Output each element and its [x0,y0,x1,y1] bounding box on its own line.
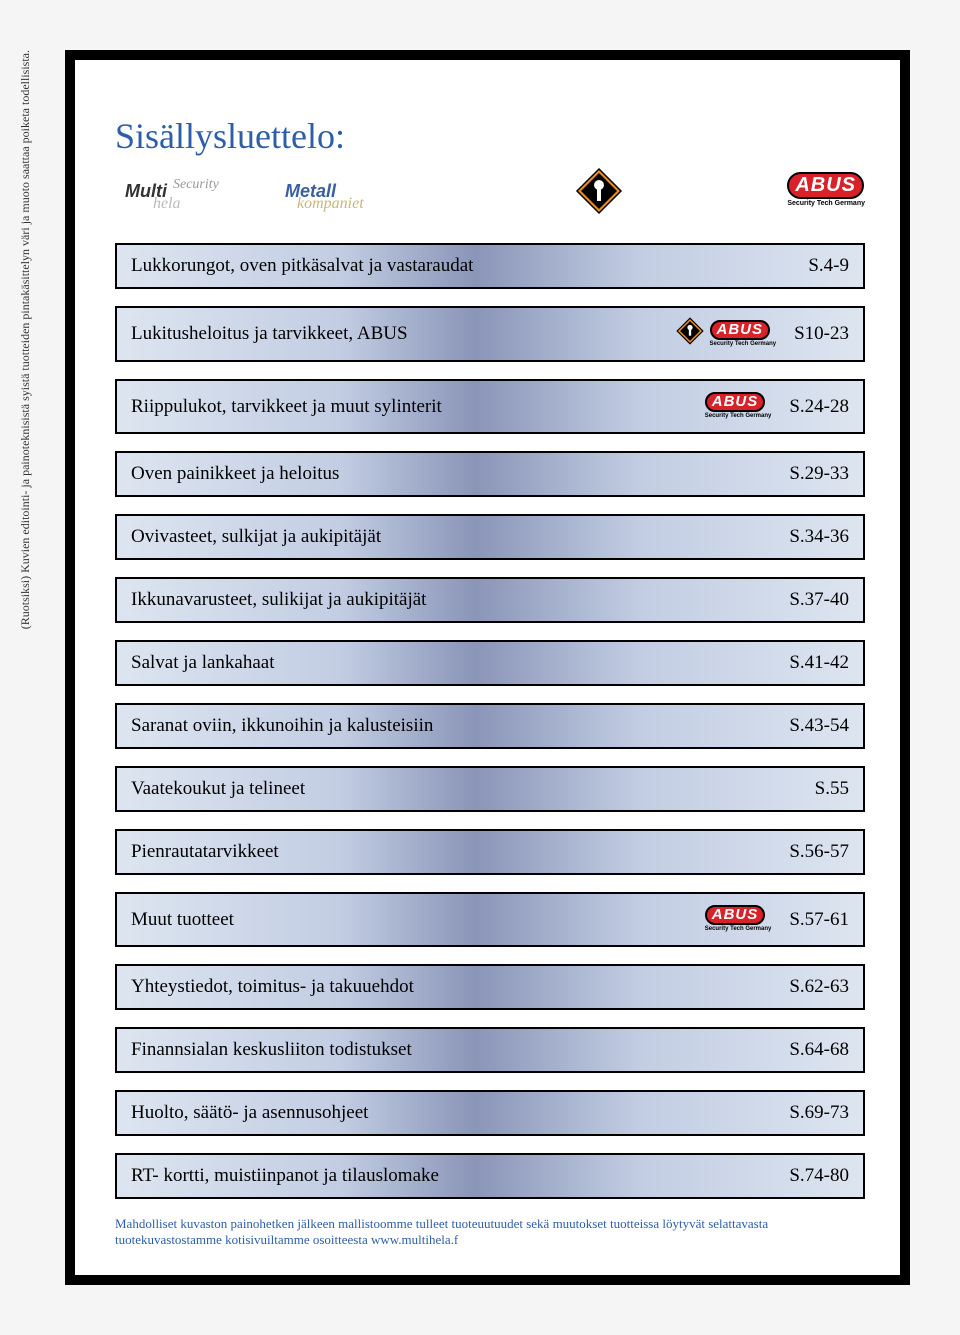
abus-logo-small: ABUS Security Tech Germany [710,318,777,347]
toc-page: S.43-54 [789,715,849,737]
toc-label: Riippulukot, tarvikkeet ja muut sylinter… [131,396,705,418]
toc-page: S.69-73 [789,1102,849,1124]
toc-page: S.37-40 [789,589,849,611]
diamond-icon [676,317,704,351]
diamond-icon [575,167,623,215]
toc-row: Ikkunavarusteet, sulikijat ja aukipitäjä… [115,577,865,623]
toc-page: S.74-80 [789,1165,849,1187]
toc-page: S.34-36 [789,526,849,548]
abus-pill: ABUS [710,320,771,340]
abus-pill: ABUS [705,905,766,925]
toc-page: S.64-68 [789,1039,849,1061]
toc-label: Muut tuotteet [131,909,705,931]
toc-page: S10-23 [794,323,849,345]
toc-page: S.41-42 [789,652,849,674]
toc-row: Finannsialan keskusliiton todistuksetS.6… [115,1027,865,1073]
toc-row: Riippulukot, tarvikkeet ja muut sylinter… [115,379,865,434]
toc-row: RT- kortti, muistiinpanot ja tilauslomak… [115,1153,865,1199]
toc-page: S.24-28 [789,396,849,418]
toc-row: Oven painikkeet ja heloitusS.29-33 [115,451,865,497]
toc-label: Saranat oviin, ikkunoihin ja kalusteisii… [131,715,789,737]
abus-pill: ABUS [705,392,766,412]
page-title: Sisällysluettelo: [115,115,865,157]
abus-subtitle: Security Tech Germany [787,200,865,207]
multihela-logo: Multi Security hela [125,181,235,202]
toc-icons: ABUS Security Tech Germany [705,390,772,423]
abus-subtitle: Security Tech Germany [710,341,777,347]
toc-page: S.57-61 [789,909,849,931]
abus-icon: ABUS Security Tech Germany [705,903,772,936]
toc-icons: ABUS Security Tech Germany [676,317,777,351]
abus-logo-small: ABUS Security Tech Germany [705,903,772,932]
toc-row: Yhteystiedot, toimitus- ja takuuehdotS.6… [115,964,865,1010]
toc-page: S.55 [815,778,849,800]
toc-row: PienrautatarvikkeetS.56-57 [115,829,865,875]
toc-icons: ABUS Security Tech Germany [705,903,772,936]
document-page: Sisällysluettelo: Multi Security hela Me… [65,50,910,1285]
toc-label: Finannsialan keskusliiton todistukset [131,1039,789,1061]
toc-label: Lukkorungot, oven pitkäsalvat ja vastara… [131,255,808,277]
metall-logo: Metall kompaniet [285,181,435,202]
footer-note: Mahdolliset kuvaston painohetken jälkeen… [115,1216,865,1249]
toc-label: Vaatekoukut ja telineet [131,778,815,800]
abus-icon: ABUS Security Tech Germany [705,390,772,423]
toc-label: Huolto, säätö- ja asennusohjeet [131,1102,789,1124]
toc-label: Pienrautatarvikkeet [131,841,789,863]
kompaniet-text: kompaniet [297,195,364,213]
abus-logo: ABUS Security Tech Germany [787,172,865,210]
toc-label: Salvat ja lankahaat [131,652,789,674]
toc-row: Saranat oviin, ikkunoihin ja kalusteisii… [115,703,865,749]
abus-logo-small: ABUS Security Tech Germany [705,390,772,419]
toc-page: S.4-9 [808,255,849,277]
toc-row: Huolto, säätö- ja asennusohjeetS.69-73 [115,1090,865,1136]
abus-pill: ABUS [787,172,864,199]
logo-row: Multi Security hela Metall kompaniet ABU… [115,167,865,215]
toc-label: Lukitusheloitus ja tarvikkeet, ABUS [131,323,676,345]
toc-row: Salvat ja lankahaatS.41-42 [115,640,865,686]
toc-page: S.29-33 [789,463,849,485]
toc-row: Lukkorungot, oven pitkäsalvat ja vastara… [115,243,865,289]
hela-text: hela [153,195,181,213]
toc-label: Ikkunavarusteet, sulikijat ja aukipitäjä… [131,589,789,611]
toc-label: Oven painikkeet ja heloitus [131,463,789,485]
toc-label: RT- kortti, muistiinpanot ja tilauslomak… [131,1165,789,1187]
abus-icon: ABUS Security Tech Germany [710,318,777,351]
toc-page: S.62-63 [789,976,849,998]
toc-container: Lukkorungot, oven pitkäsalvat ja vastara… [115,243,865,1199]
toc-row: Vaatekoukut ja telineetS.55 [115,766,865,812]
toc-row: Lukitusheloitus ja tarvikkeet, ABUS ABUS… [115,306,865,362]
toc-label: Yhteystiedot, toimitus- ja takuuehdot [131,976,789,998]
abus-subtitle: Security Tech Germany [705,926,772,932]
toc-row: Muut tuotteet ABUS Security Tech Germany… [115,892,865,947]
toc-label: Ovivasteet, sulkijat ja aukipitäjät [131,526,789,548]
security-text: Security [173,177,219,193]
abus-subtitle: Security Tech Germany [705,413,772,419]
side-disclaimer: (Ruotsiksi) Kuvien editointi- ja painote… [18,50,33,629]
toc-row: Ovivasteet, sulkijat ja aukipitäjätS.34-… [115,514,865,560]
toc-page: S.56-57 [789,841,849,863]
